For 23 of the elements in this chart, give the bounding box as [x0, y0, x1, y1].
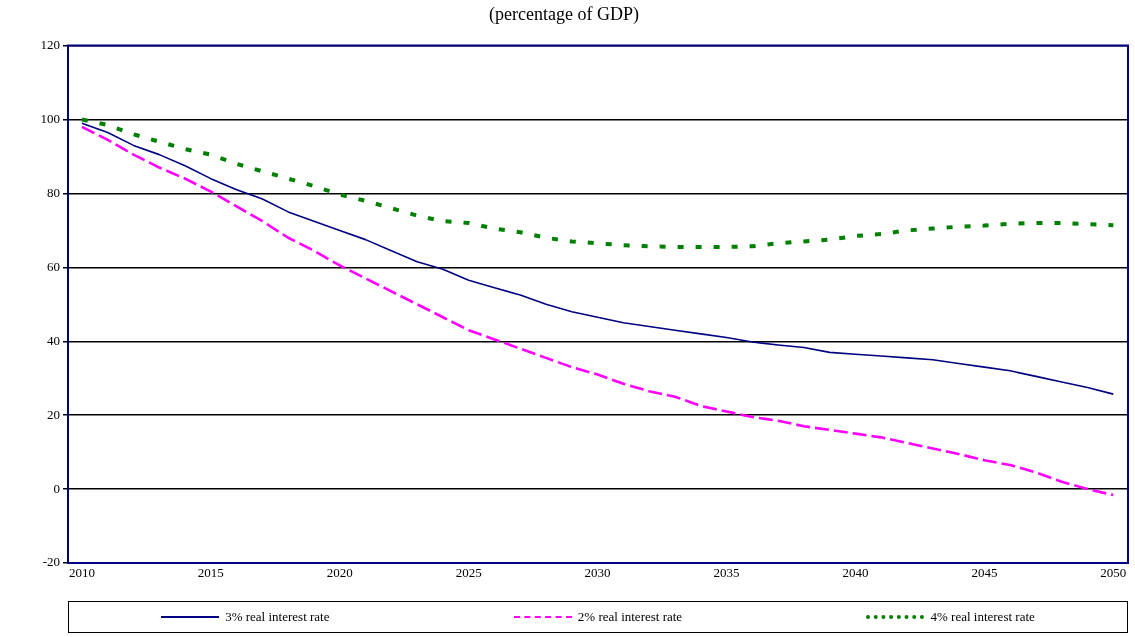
y-tick-label: 120	[40, 37, 60, 53]
y-tick-label: 80	[47, 184, 60, 200]
y-tick-label: 40	[47, 332, 60, 348]
legend-label: 2% real interest rate	[577, 609, 683, 625]
x-tick-label: 2025	[455, 565, 482, 581]
x-tick-label: 2045	[971, 565, 998, 581]
y-tick-label: 0	[53, 480, 60, 496]
x-tick-label: 2035	[713, 565, 740, 581]
y-tick-label: -20	[42, 554, 60, 570]
x-tick-label: 2050	[1100, 565, 1127, 581]
legend-label: 3% real interest rate	[225, 609, 330, 625]
y-tick-label: 20	[47, 406, 60, 422]
x-tick-label: 2010	[68, 565, 95, 581]
x-tick-label: 2030	[584, 565, 611, 581]
legend-label: 4% real interest rate	[930, 609, 1035, 625]
y-tick-label: 60	[47, 258, 60, 274]
line-series	[79, 117, 1116, 250]
y-tick-label: 100	[40, 110, 60, 126]
chart-title: (percentage of GDP)	[489, 3, 639, 25]
line-series	[80, 125, 1115, 497]
x-tick-label: 2020	[326, 565, 353, 581]
x-tick-label: 2040	[842, 565, 869, 581]
x-tick-label: 2015	[197, 565, 224, 581]
